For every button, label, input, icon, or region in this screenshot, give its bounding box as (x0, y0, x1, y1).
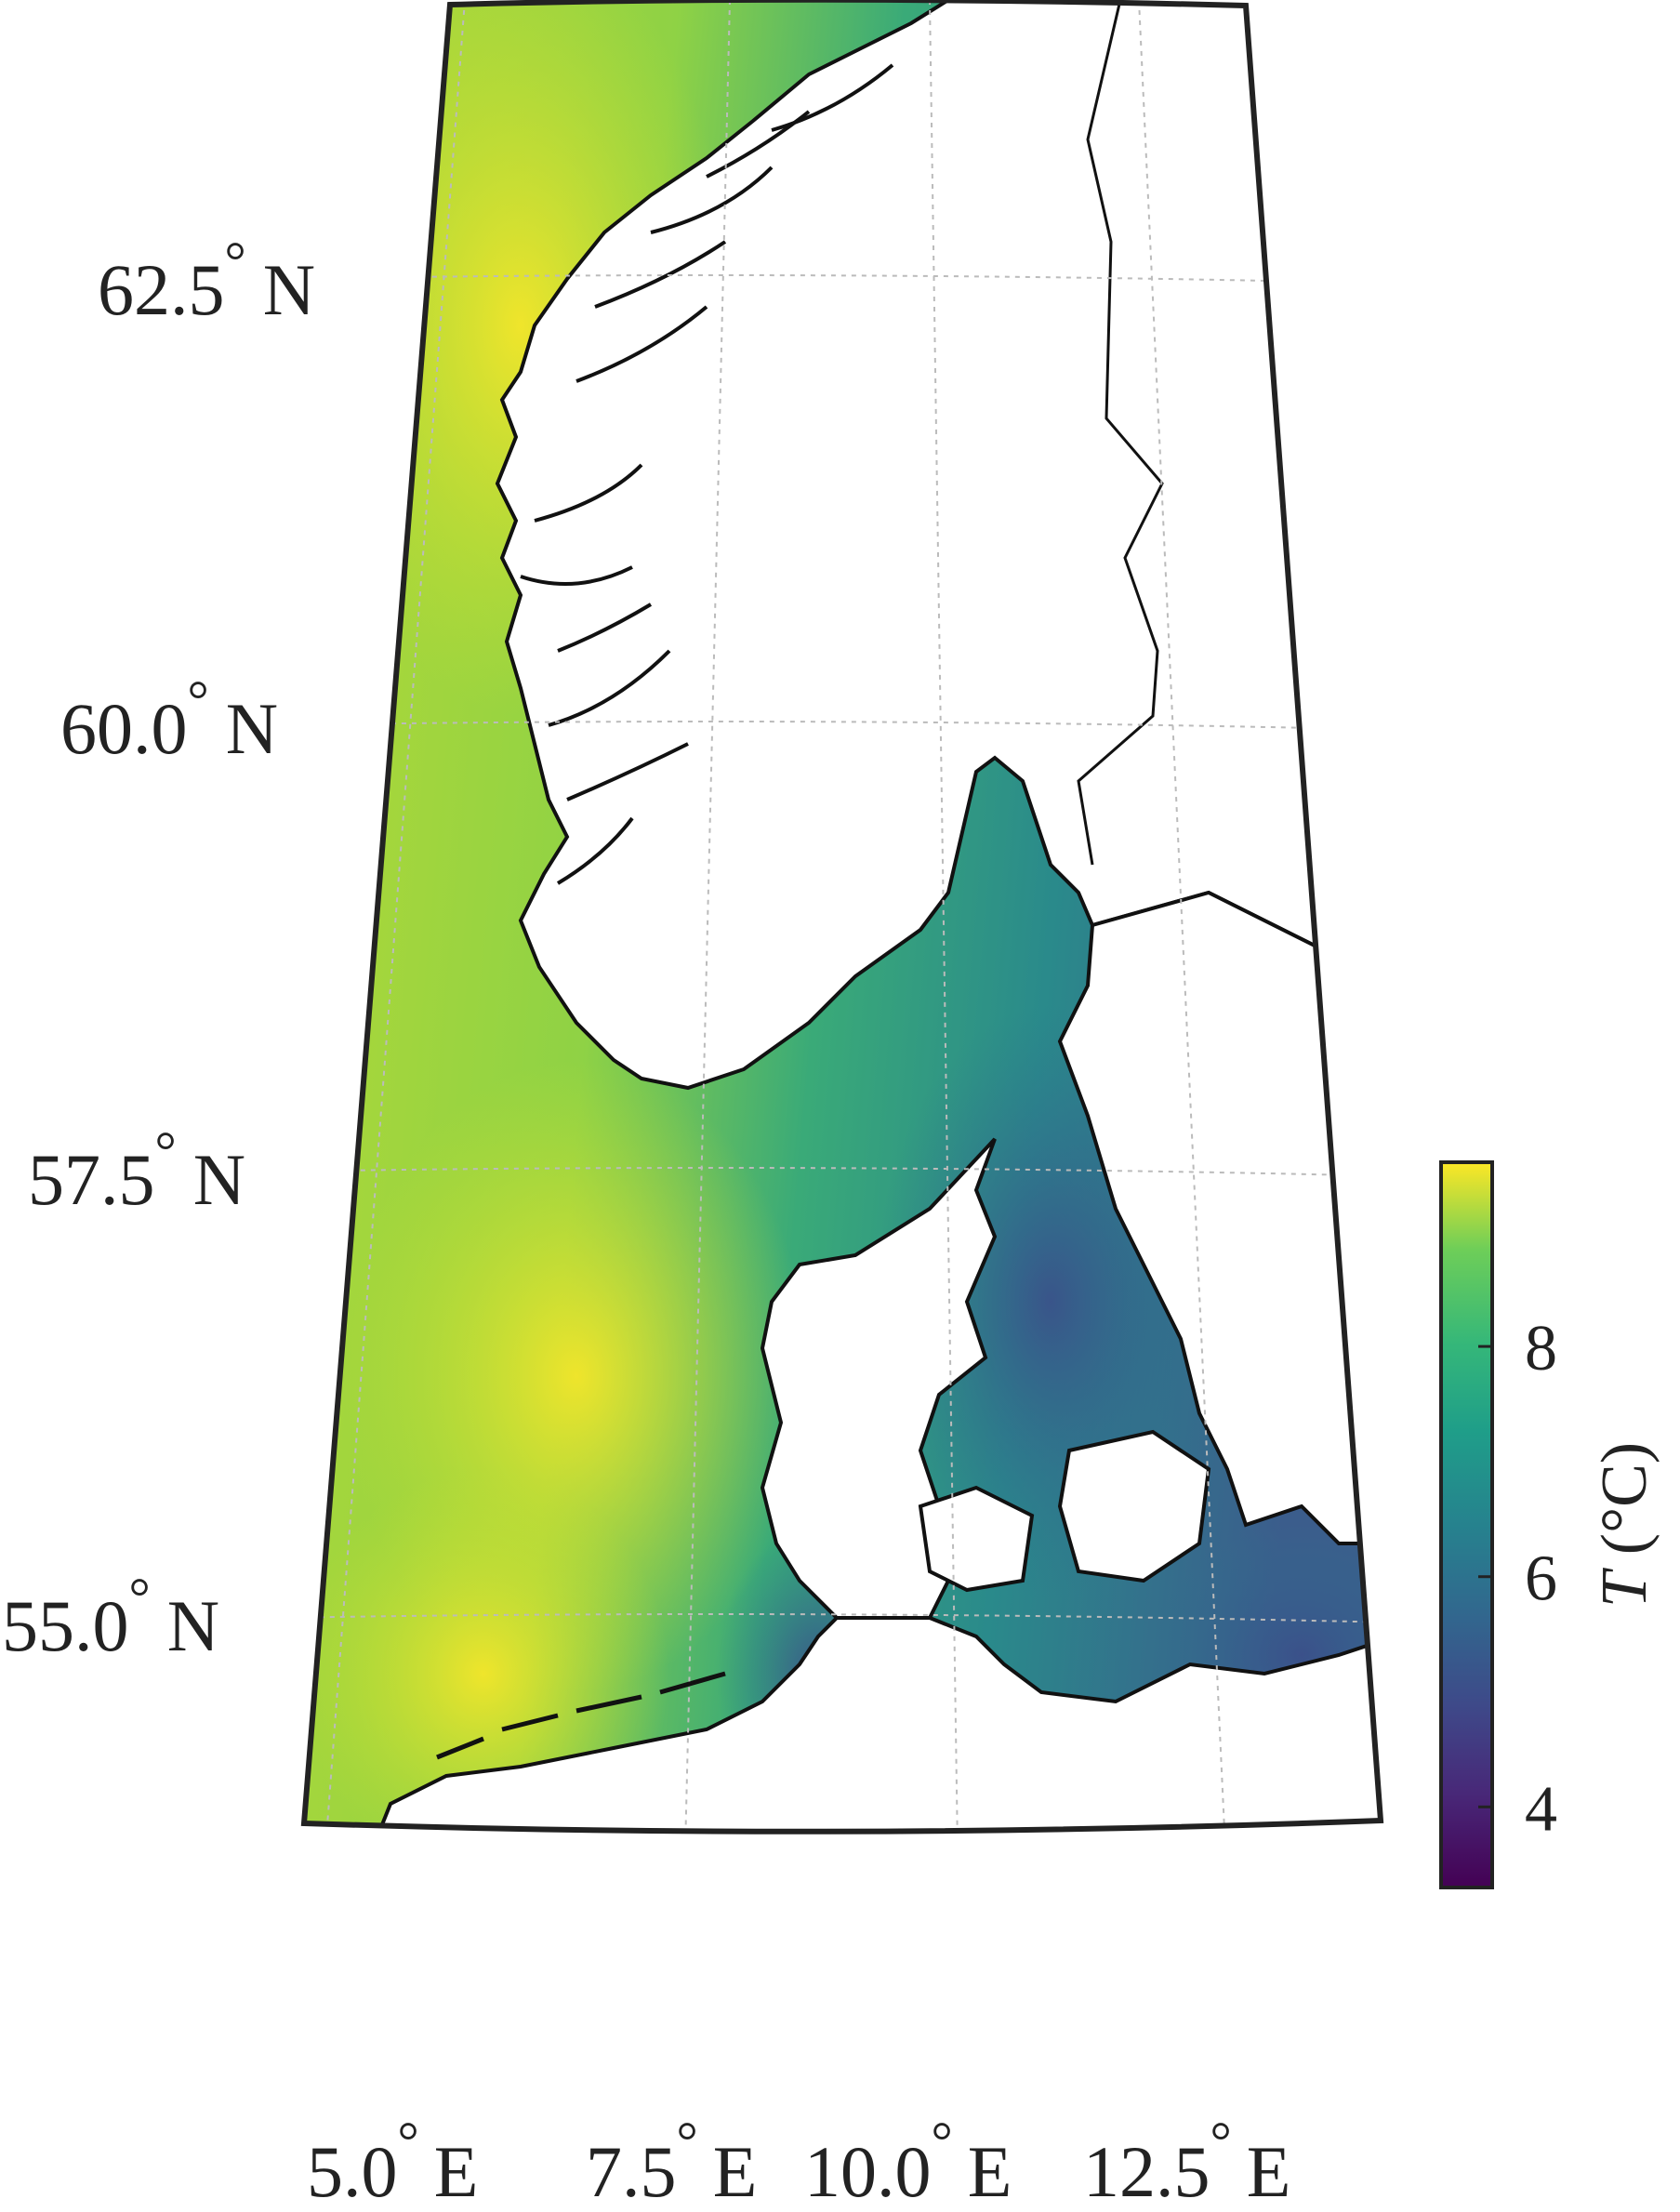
land-germany-netherlands (369, 1616, 1381, 1832)
colorbar-title: T(°C) (1589, 1442, 1660, 1608)
longitude-labels: 5.0° E 7.5° E 10.0° E 12.5° E (307, 2111, 1290, 2212)
land-zealand (1057, 1429, 1211, 1583)
lat-label-57-5: 57.5° N (28, 1120, 245, 1220)
colorbar-tick-label: 8 (1525, 1313, 1557, 1384)
land-funen (918, 1485, 1035, 1593)
lon-label-5-0: 5.0° E (307, 2111, 478, 2212)
lat-label-55-0: 55.0° N (2, 1567, 219, 1666)
colorbar-gradient (1439, 1160, 1494, 1889)
graticule (304, 0, 1381, 1832)
land-sweden-south (1057, 890, 1381, 1545)
colorbar-tick-label: 4 (1525, 1773, 1557, 1845)
border-norway-sweden (1077, 0, 1164, 866)
colorbar: 4 6 8 T(°C) (1439, 1160, 1660, 1889)
map-area (304, 0, 1381, 1832)
map-frame (300, 0, 1384, 1835)
fjord-lines (520, 63, 894, 885)
lon-label-10-0: 10.0° E (804, 2111, 1012, 2212)
colorbar-ticks: 4 6 8 (1478, 1313, 1557, 1845)
lat-label-62-5: 62.5° N (98, 231, 315, 330)
lat-label-60-0: 60.0° N (60, 669, 278, 769)
frisian-islands (436, 1671, 726, 1760)
lon-label-12-5: 12.5° E (1083, 2111, 1290, 2212)
land-scandinavia (495, 0, 1381, 1091)
lon-label-7-5: 7.5° E (586, 2111, 757, 2212)
colorbar-tick-label: 6 (1525, 1543, 1557, 1615)
latitude-labels: 62.5° N 60.0° N 57.5° N 55.0° N (2, 231, 315, 1666)
